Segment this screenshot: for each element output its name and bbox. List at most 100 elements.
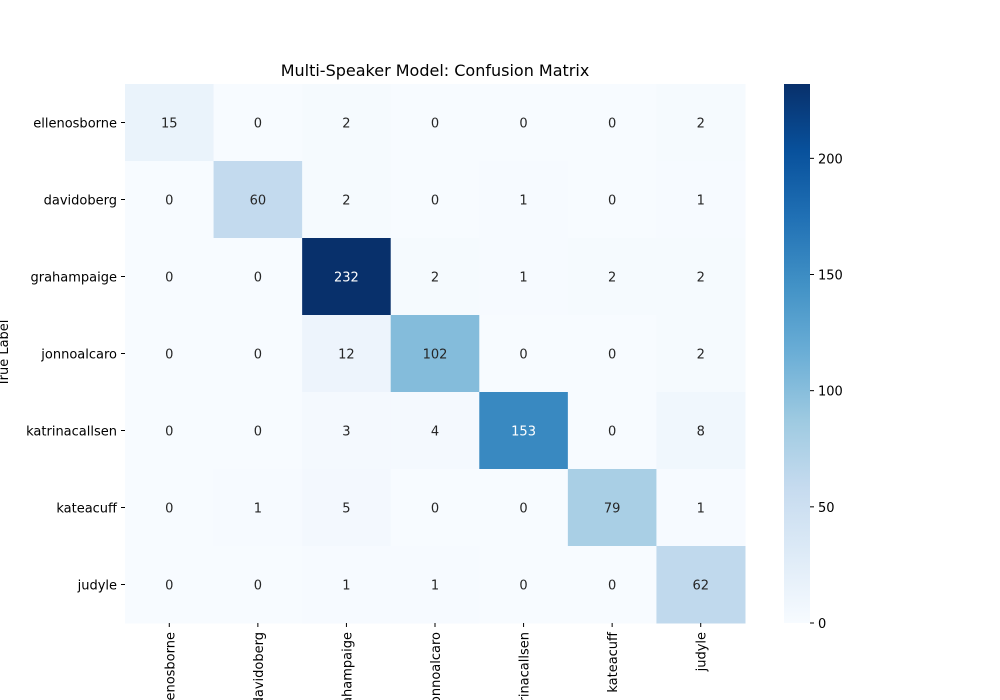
heatmap-cell	[213, 161, 303, 239]
cell-value-label: 0	[165, 194, 173, 209]
heatmap-cell	[213, 546, 303, 624]
row-tick-label: judyle	[77, 579, 117, 594]
heatmap-cell	[213, 315, 303, 393]
cell-value-label: 60	[250, 194, 267, 209]
row-tick-label: kateacuff	[56, 502, 118, 517]
heatmap-cell	[125, 546, 215, 624]
cell-value-label: 1	[431, 579, 439, 594]
row-tick-label: katrinacallsen	[26, 425, 117, 440]
column-tick-label: katrinacallsen	[518, 632, 533, 700]
cell-value-label: 0	[608, 579, 616, 594]
heatmap-cell	[125, 392, 215, 470]
column-tick-label: ellenosborne	[163, 632, 178, 700]
heatmap-cell	[390, 469, 480, 547]
column-tick-label: davidoberg	[252, 632, 267, 700]
cell-value-label: 0	[254, 271, 262, 286]
heatmap-cell	[302, 84, 392, 162]
heatmap-cell	[125, 161, 215, 239]
cell-value-label: 0	[254, 117, 262, 132]
colorbar-ticks: 0 50 100 150 200	[810, 152, 843, 632]
cell-value-label: 3	[342, 425, 350, 440]
cell-value-label: 0	[608, 425, 616, 440]
cell-value-label: 153	[511, 425, 536, 440]
cell-value-label: 0	[254, 348, 262, 363]
heatmap-cell	[567, 161, 657, 239]
heatmap-cell	[479, 238, 569, 316]
heatmap-cell	[479, 546, 569, 624]
chart-title: Multi-Speaker Model: Confusion Matrix	[281, 61, 590, 80]
heatmap-cell	[656, 392, 746, 470]
cell-value-label: 0	[519, 117, 527, 132]
cell-value-label: 2	[431, 271, 439, 286]
colorbar-tick-label: 200	[818, 152, 843, 167]
heatmap-cell	[302, 392, 392, 470]
heatmap-cell	[390, 546, 480, 624]
colorbar-tick-label: 50	[818, 501, 835, 516]
cell-value-label: 232	[334, 271, 359, 286]
cell-value-label: 2	[697, 348, 705, 363]
cell-value-label: 0	[519, 348, 527, 363]
heatmap-cell	[302, 315, 392, 393]
cell-value-label: 0	[165, 425, 173, 440]
cell-value-label: 12	[338, 348, 355, 363]
cell-value-label: 0	[519, 579, 527, 594]
heatmap-cell	[302, 161, 392, 239]
cell-value-label: 0	[165, 502, 173, 517]
heatmap-cell	[390, 392, 480, 470]
cell-value-label: 0	[165, 271, 173, 286]
colorbar-tick-label: 100	[818, 385, 843, 400]
heatmap-cell	[213, 84, 303, 162]
heatmap-cell	[302, 546, 392, 624]
heatmap-cell	[125, 469, 215, 547]
colorbar-tick-label: 150	[818, 269, 843, 284]
row-tick-label: ellenosborne	[33, 117, 117, 132]
cell-value-label: 102	[423, 348, 448, 363]
cell-value-label: 0	[608, 194, 616, 209]
colorbar-tick-label: 0	[818, 617, 826, 632]
cell-value-label: 1	[519, 194, 527, 209]
cell-value-label: 2	[608, 271, 616, 286]
heatmap-cells: 15 0 2 0 0 0 20 60 2 0 1 0 10 0 232 2 1 2 20 0 12 102 0 0 20 0 3 4 1…	[125, 84, 746, 624]
cell-value-label: 0	[431, 502, 439, 517]
column-tick-label: grahampaige	[340, 632, 355, 700]
cell-value-label: 5	[342, 502, 350, 517]
heatmap-cell	[390, 315, 480, 393]
cell-value-label: 2	[342, 117, 350, 132]
cell-value-label: 62	[692, 579, 709, 594]
cell-value-label: 0	[431, 117, 439, 132]
cell-value-label: 2	[697, 271, 705, 286]
heatmap-cell	[213, 469, 303, 547]
cell-value-label: 79	[604, 502, 621, 517]
cell-value-label: 2	[697, 117, 705, 132]
cell-value-label: 0	[608, 348, 616, 363]
heatmap-cell	[567, 238, 657, 316]
column-tick-label: kateacuff	[606, 631, 621, 693]
cell-value-label: 0	[431, 194, 439, 209]
heatmap-cell	[479, 469, 569, 547]
cell-value-label: 0	[254, 579, 262, 594]
cell-value-label: 0	[165, 579, 173, 594]
heatmap-cell	[390, 238, 480, 316]
heatmap-cell	[213, 392, 303, 470]
row-tick-label: davidoberg	[44, 194, 117, 209]
heatmap-cell	[656, 469, 746, 547]
cell-value-label: 0	[608, 117, 616, 132]
cell-value-label: 0	[519, 502, 527, 517]
column-tick-labels: ellenosborne davidoberg grahampaige jonnoal…	[163, 623, 710, 700]
heatmap-cell	[567, 392, 657, 470]
y-axis-label: True Label	[0, 320, 12, 388]
row-tick-labels: ellenosborne davidoberg grahampaige jonnoal…	[26, 117, 125, 594]
cell-value-label: 1	[697, 194, 705, 209]
row-tick-label: jonnoalcaro	[40, 348, 117, 363]
heatmap-cell	[656, 238, 746, 316]
heatmap-cell	[479, 392, 569, 470]
cell-value-label: 1	[342, 579, 350, 594]
cell-value-label: 0	[254, 425, 262, 440]
heatmap-cell	[302, 469, 392, 547]
heatmap-cell	[656, 546, 746, 624]
cell-value-label: 4	[431, 425, 439, 440]
heatmap-cell	[479, 161, 569, 239]
heatmap-cell	[302, 238, 392, 316]
heatmap-cell	[567, 469, 657, 547]
heatmap-cell	[125, 238, 215, 316]
